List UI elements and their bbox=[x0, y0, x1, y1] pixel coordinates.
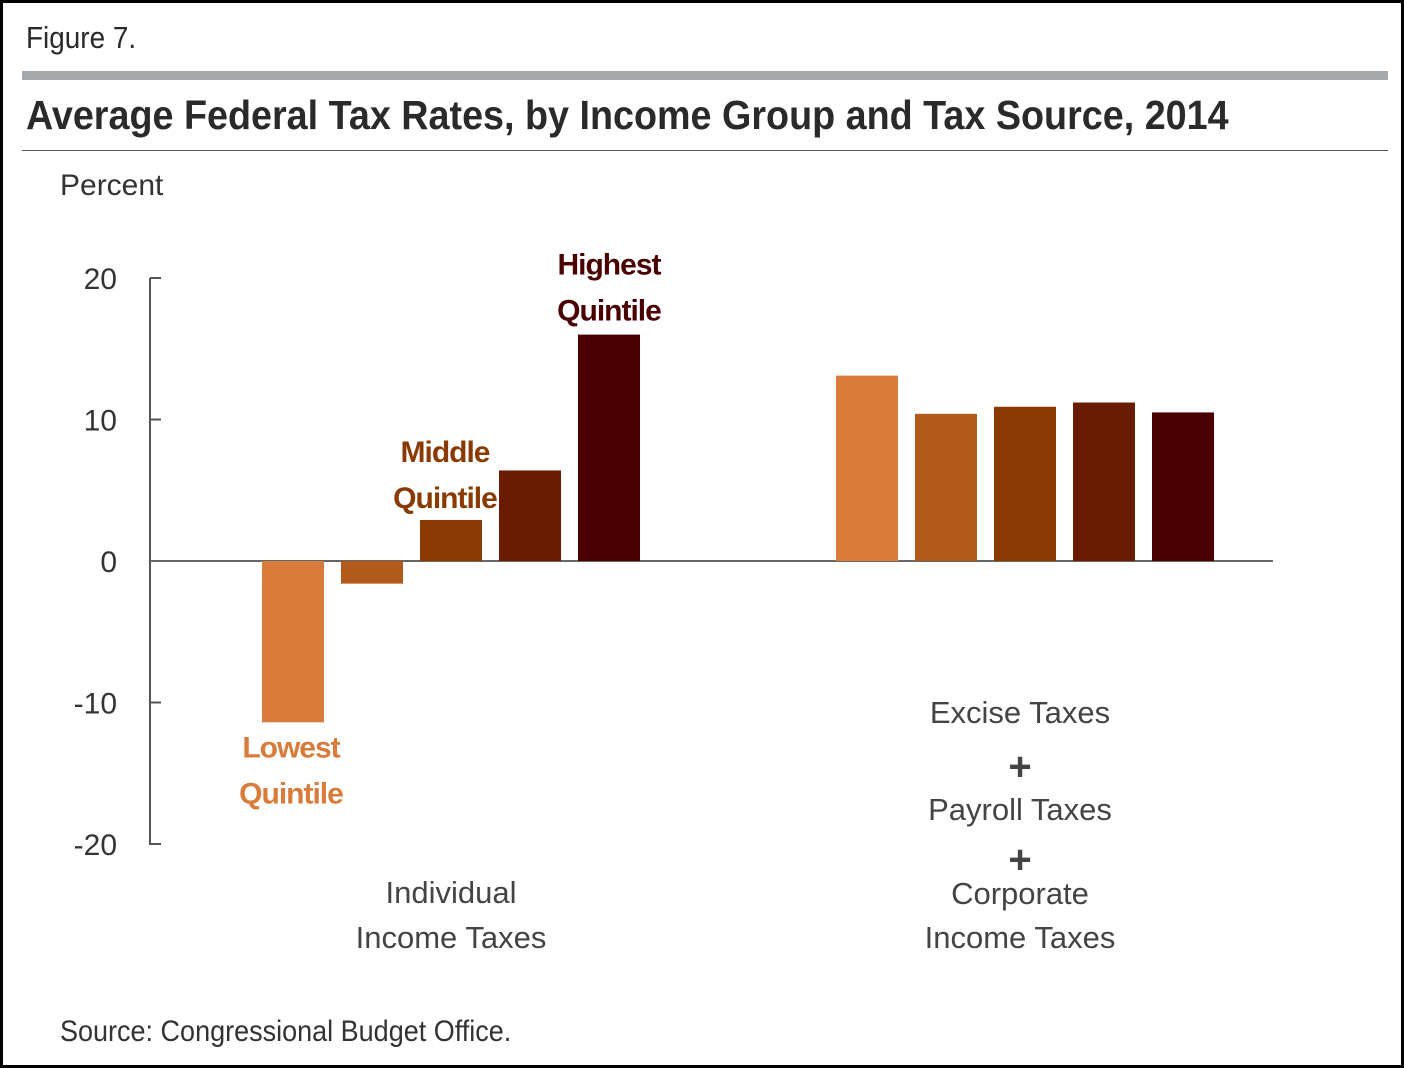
annotation-label: Quintile bbox=[239, 777, 343, 810]
annotations: Lowest Quintile Middle Quintile Highest Quint… bbox=[239, 249, 662, 811]
bar-lowest-quintile bbox=[262, 561, 324, 723]
figure-label: Figure 7. bbox=[26, 20, 137, 55]
category-label: Individual bbox=[386, 875, 517, 910]
category-label: Income Taxes bbox=[356, 920, 547, 955]
plus-sign: + bbox=[1008, 745, 1031, 789]
annotation-label: Quintile bbox=[393, 482, 497, 515]
bar-highest-quintile bbox=[1152, 412, 1214, 561]
annotation-label: Middle bbox=[401, 436, 490, 469]
source-note: Source: Congressional Budget Office. bbox=[60, 1015, 512, 1048]
category-label: Payroll Taxes bbox=[928, 792, 1112, 827]
y-axis: 20 10 0 -10 -20 bbox=[74, 263, 1273, 862]
bar-second-quintile bbox=[915, 413, 977, 561]
annotation-label: Lowest bbox=[242, 731, 340, 764]
annotation-label: Quintile bbox=[557, 295, 661, 328]
y-tick-label: -10 bbox=[74, 688, 117, 721]
chart-title: Average Federal Tax Rates, by Income Gro… bbox=[26, 92, 1229, 138]
bar-middle-quintile bbox=[994, 406, 1056, 561]
y-tick-label: 10 bbox=[84, 405, 117, 438]
annotation-label: Highest bbox=[557, 249, 661, 282]
bar-fourth-quintile bbox=[499, 470, 561, 561]
bar-lowest-quintile bbox=[836, 375, 898, 561]
y-tick-label: 0 bbox=[100, 546, 117, 579]
y-tick-label: -20 bbox=[74, 829, 117, 862]
category-label: Corporate bbox=[951, 876, 1089, 911]
header-divider bbox=[22, 71, 1388, 80]
y-axis-label: Percent bbox=[60, 169, 164, 202]
bar-highest-quintile bbox=[578, 334, 640, 561]
y-tick-label: 20 bbox=[84, 263, 117, 296]
bars bbox=[262, 334, 1214, 723]
bar-second-quintile bbox=[341, 561, 403, 584]
title-rule bbox=[22, 150, 1388, 151]
bar-fourth-quintile bbox=[1073, 402, 1135, 561]
bar-middle-quintile bbox=[420, 519, 482, 561]
category-label: Excise Taxes bbox=[930, 695, 1110, 730]
category-label: Income Taxes bbox=[925, 920, 1116, 955]
plus-sign: + bbox=[1008, 838, 1031, 882]
